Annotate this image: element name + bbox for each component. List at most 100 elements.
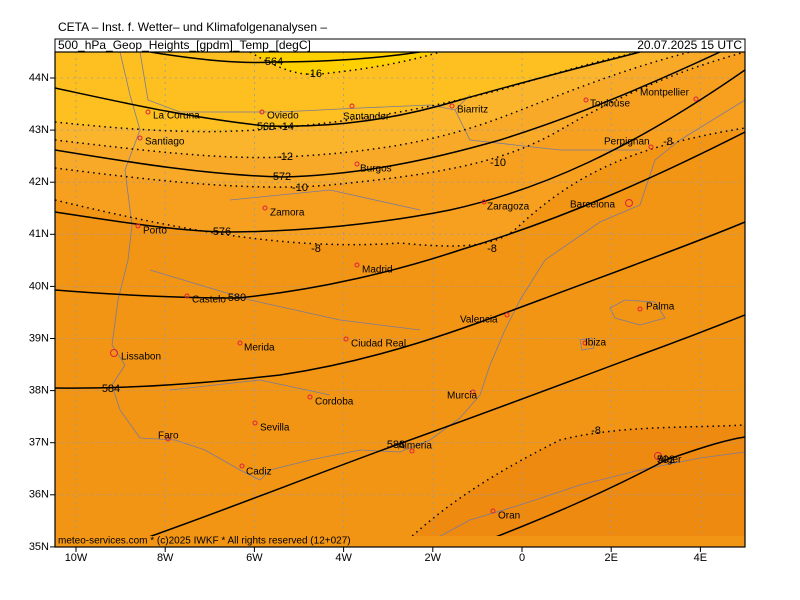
lat-tick-label: 41N	[29, 228, 49, 240]
contour-label: 584	[102, 383, 120, 395]
city-marker	[481, 199, 487, 205]
contours	[55, 52, 745, 547]
city-marker	[409, 448, 415, 454]
height-contour	[55, 69, 745, 233]
city-label: Burgos	[360, 164, 392, 175]
city-label: Almeria	[398, 441, 432, 452]
lat-tick-label: 37N	[29, 437, 49, 449]
city-marker	[262, 205, 268, 211]
contour-label: -14	[278, 121, 294, 133]
city-marker	[449, 103, 455, 109]
city-label: Porto	[143, 226, 167, 237]
lon-tick-label: 0	[519, 552, 525, 564]
city-label: Merida	[244, 343, 275, 354]
city-label: Lissabon	[121, 352, 161, 363]
city-marker	[307, 394, 313, 400]
header-time: 20.07.2025 15 UTC	[637, 38, 742, 52]
contour-label: -12	[277, 151, 293, 163]
city-label: Palma	[646, 302, 675, 313]
contour-label: 564	[265, 56, 283, 68]
city-marker	[654, 452, 662, 460]
city-marker	[135, 223, 141, 229]
city-marker	[137, 135, 143, 141]
contour-label: 568	[257, 121, 275, 133]
city-label: La Coruna	[153, 111, 200, 122]
lat-tick-label: 38N	[29, 385, 49, 397]
footer-band	[55, 536, 745, 547]
height-contour	[55, 131, 745, 299]
height-contour	[119, 314, 745, 547]
footer: meteo-services.com * (c)2025 IWKF * All …	[58, 536, 351, 547]
header-title: CETA – Inst. f. Wetter– und Klimafolgena…	[58, 20, 327, 34]
height-contour	[55, 52, 641, 127]
contour-label: -8	[663, 136, 673, 148]
city-marker	[252, 420, 258, 426]
city-marker	[259, 109, 265, 115]
lon-tick-label: 8W	[157, 552, 174, 564]
city-label: Madrid	[362, 265, 393, 276]
city-marker	[625, 199, 633, 207]
city-label: Castelo	[192, 295, 226, 306]
temp-contour	[55, 52, 691, 159]
contour-label: 580	[228, 292, 246, 304]
lat-tick-label: 39N	[29, 332, 49, 344]
lon-tick-label: 2W	[425, 552, 442, 564]
contour-label: 576	[213, 226, 231, 238]
city-marker	[343, 336, 349, 342]
contour-label: 572	[273, 171, 291, 183]
height-contour	[469, 436, 745, 547]
city-marker	[490, 508, 496, 514]
lon-tick-label: 10W	[65, 552, 88, 564]
city-label: Valencia	[460, 315, 498, 326]
city-marker	[693, 96, 699, 102]
temp-contour	[399, 424, 745, 547]
city-marker	[349, 103, 355, 109]
city-marker	[504, 312, 510, 318]
lat-tick-label: 42N	[29, 176, 49, 188]
height-contour	[55, 221, 745, 389]
city-marker	[165, 436, 171, 442]
contour-label: -10	[292, 182, 308, 194]
city-marker	[583, 97, 589, 103]
lon-tick-label: 4W	[335, 552, 352, 564]
city-marker	[648, 144, 654, 150]
city-marker	[110, 349, 118, 357]
temp-band	[400, 425, 745, 547]
city-marker	[239, 463, 245, 469]
city-label: Santiago	[145, 137, 185, 148]
city-label: Ibiza	[585, 338, 607, 349]
city-label: Zaragoza	[487, 202, 530, 213]
city-marker	[354, 262, 360, 268]
lon-tick-label: 2E	[604, 552, 617, 564]
lon-tick-label: 4E	[694, 552, 707, 564]
lat-tick-label: 40N	[29, 280, 49, 292]
contour-label: -16	[306, 68, 322, 80]
temp-band	[250, 52, 440, 75]
contour-label: 588	[387, 439, 405, 451]
city-marker	[184, 293, 190, 299]
axes: 10W 8W 6W 4W 2W 0 2E 4E 44N 43N 42N 41N 40N 39N 38N 37N…	[29, 72, 707, 564]
city-label: Perpignan	[604, 137, 650, 148]
city-label: Ciudad Real	[351, 339, 406, 350]
city-label: Toulouse	[590, 99, 630, 110]
map-frame	[54, 51, 746, 548]
lat-tick-label: 35N	[29, 541, 49, 553]
height-contour	[55, 52, 721, 178]
city-marker	[582, 340, 588, 346]
contour-label: -10	[490, 157, 506, 169]
header-product: 500_hPa_Geop_Heights_[gpdm]_Temp_[degC]	[58, 38, 311, 52]
cities: La Coruna Oviedo Santander Biarritz Toulouse…	[110, 88, 699, 522]
city-marker	[237, 340, 243, 346]
lat-tick-label: 36N	[29, 489, 49, 501]
city-label: Oviedo	[267, 111, 299, 122]
city-label: Alger	[658, 455, 682, 466]
city-label: Oran	[498, 511, 520, 522]
city-label: Cordoba	[315, 397, 354, 408]
contour-label: -8	[487, 243, 497, 255]
lat-tick-label: 43N	[29, 124, 49, 136]
height-contour	[149, 52, 421, 64]
city-label: Cadiz	[246, 467, 272, 478]
